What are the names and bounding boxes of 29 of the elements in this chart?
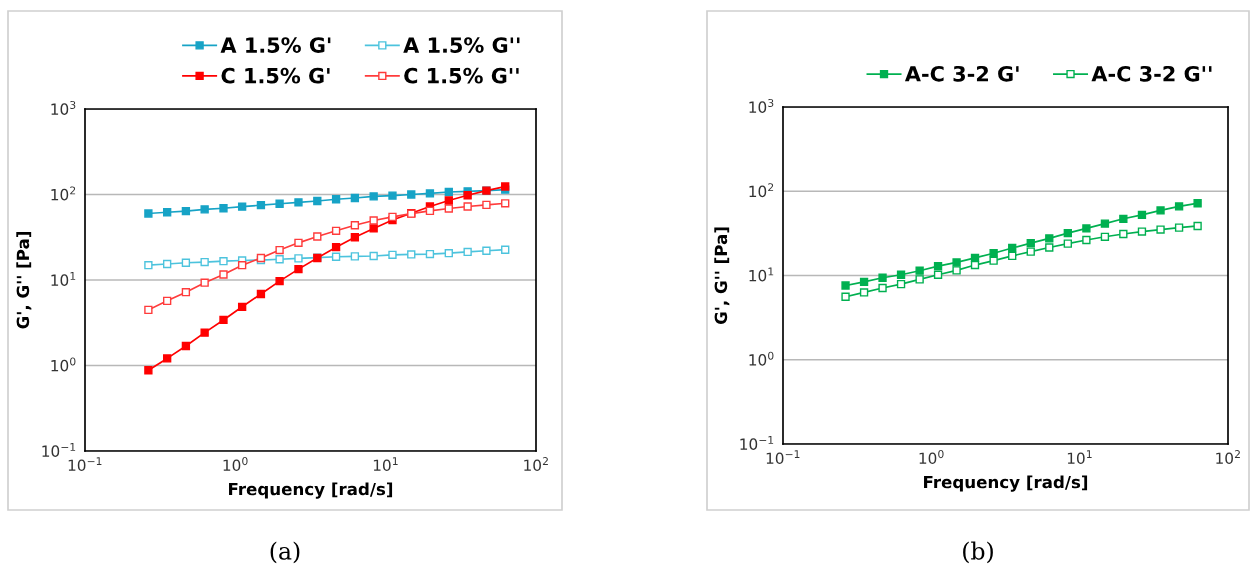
legend-label: A-C 3-2 G' — [904, 65, 1019, 82]
x-tick-label: 10$^{0}$ — [919, 450, 944, 465]
y-tick-label: 10$^{1}$ — [51, 272, 76, 286]
legend-label: A 1.5% G' — [220, 37, 331, 53]
y-axis-title: G', G'' [Pa] — [16, 232, 32, 329]
x-tick-label: 10$^{2}$ — [524, 457, 548, 472]
text: (b) — [963, 541, 993, 564]
x-tick-label: 10$^{2}$ — [1216, 450, 1240, 465]
legend-label: C 1.5% G'' — [404, 67, 519, 84]
y-tick-label: 10$^{1}$ — [749, 267, 774, 282]
x-tick-label: 10$^{1}$ — [1067, 450, 1092, 465]
y-tick-label: 10$^{0}$ — [51, 357, 76, 372]
y-tick-label: 10$^{3}$ — [51, 100, 76, 115]
legend-label: A-C 3-2 G'' — [1091, 65, 1212, 82]
y-tick-label: 10$^{−1}$ — [740, 436, 774, 450]
x-tick-label: 10$^{0}$ — [223, 457, 248, 472]
y-tick-label: 10$^{3}$ — [749, 98, 774, 113]
x-tick-label: 10$^{1}$ — [373, 457, 398, 472]
x-axis-title: Frequency [rad/s] — [924, 475, 1088, 492]
legend-label: C 1.5% G' — [221, 67, 330, 84]
y-axis-title: G', G'' [Pa] — [714, 227, 730, 325]
legend-label: A 1.5% G'' — [403, 37, 520, 53]
y-tick-label: 10$^{2}$ — [749, 183, 774, 198]
y-tick-label: 10$^{0}$ — [749, 351, 774, 366]
x-axis-title: Frequency [rad/s] — [229, 482, 393, 499]
x-tick-label: 10$^{−1}$ — [766, 450, 800, 465]
y-tick-label: 10$^{2}$ — [51, 186, 76, 201]
x-tick-label: 10$^{−1}$ — [68, 457, 102, 472]
text: (a) — [270, 541, 300, 564]
